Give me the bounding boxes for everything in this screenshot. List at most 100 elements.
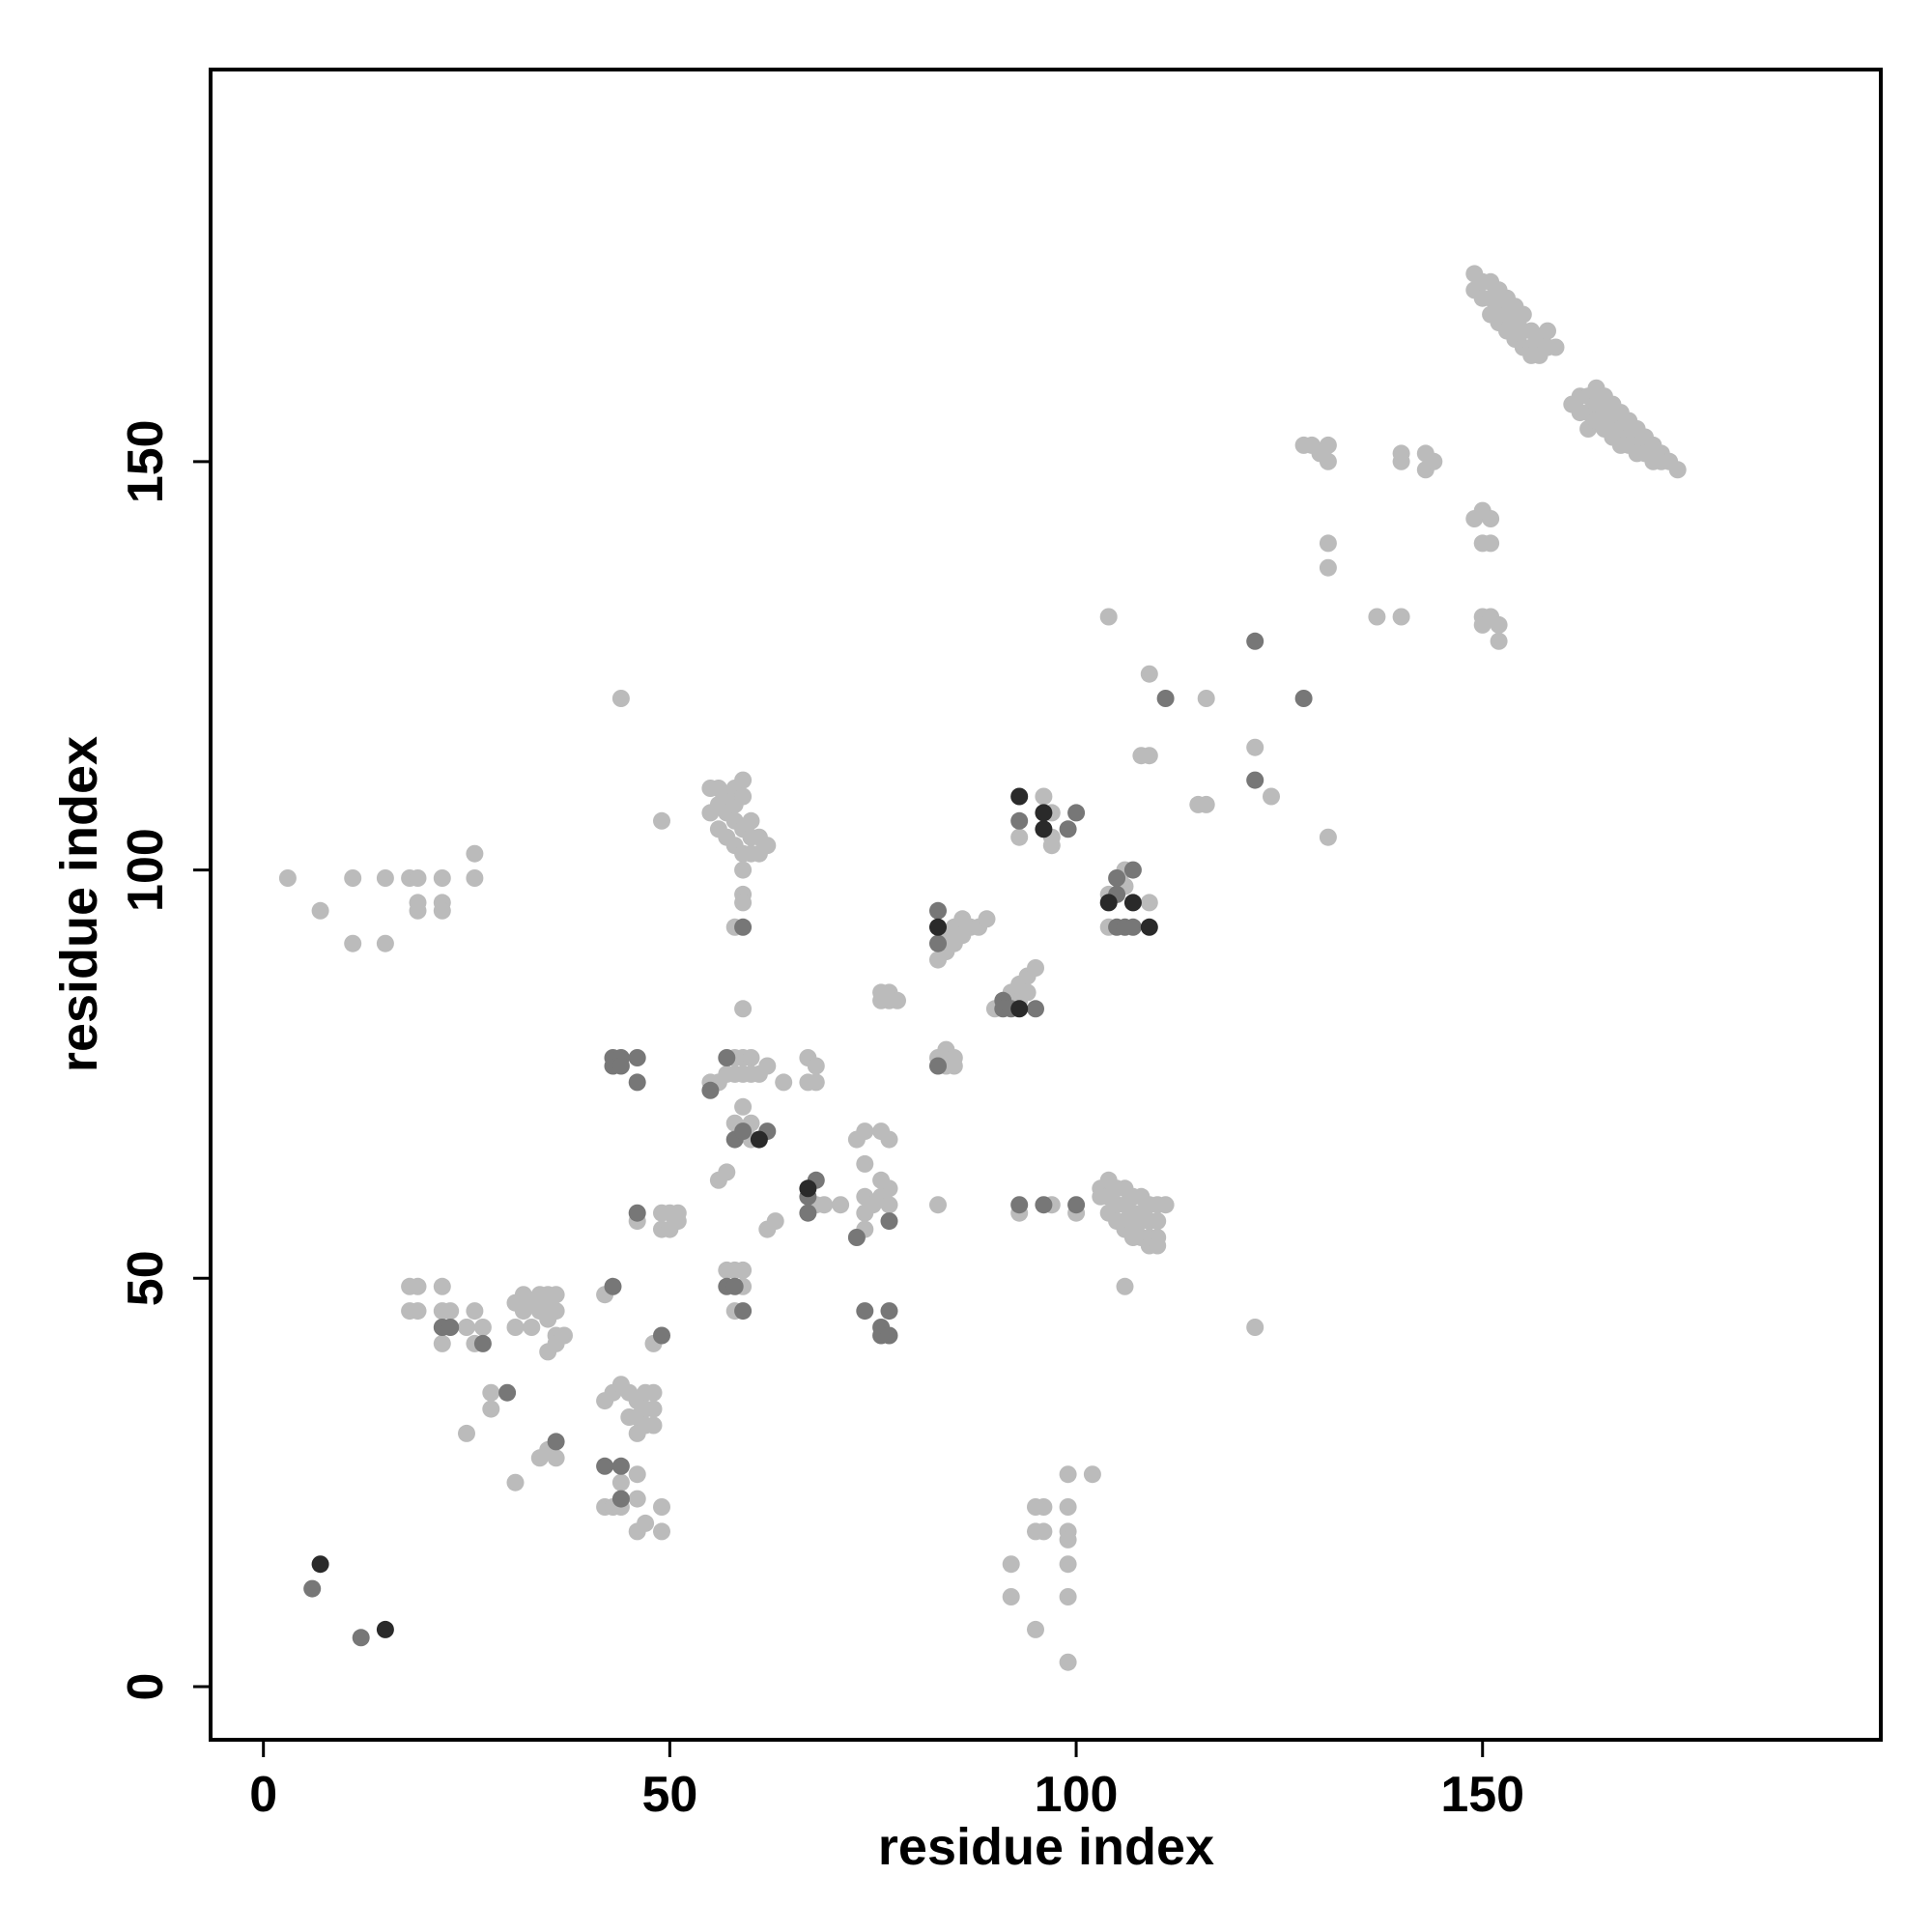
data-point xyxy=(344,934,362,952)
data-point xyxy=(978,910,996,928)
data-point xyxy=(458,1424,475,1442)
x-tick-label: 100 xyxy=(1035,1767,1119,1823)
data-point xyxy=(807,1073,825,1092)
data-point xyxy=(1149,1212,1167,1231)
data-point xyxy=(482,1383,500,1402)
data-point xyxy=(547,1302,565,1321)
data-point xyxy=(1368,608,1386,626)
data-point xyxy=(547,1433,565,1451)
data-point xyxy=(653,1522,670,1541)
data-point xyxy=(604,1277,622,1295)
data-point xyxy=(1018,983,1037,1002)
data-point xyxy=(1140,918,1158,936)
data-point xyxy=(1490,615,1508,634)
data-point xyxy=(1392,608,1410,626)
data-point xyxy=(1140,747,1158,765)
data-point xyxy=(653,811,670,830)
data-point xyxy=(376,869,394,887)
data-point xyxy=(880,1302,898,1321)
data-point xyxy=(611,1490,630,1508)
data-point xyxy=(799,1179,817,1198)
data-point xyxy=(644,1383,663,1402)
data-point xyxy=(1099,608,1118,626)
data-point xyxy=(637,1514,655,1532)
data-point xyxy=(1067,804,1086,822)
data-point xyxy=(1010,1196,1029,1214)
data-point xyxy=(734,1122,753,1141)
data-point xyxy=(409,869,427,887)
data-point xyxy=(734,771,753,789)
data-point xyxy=(344,869,362,887)
data-point xyxy=(1319,534,1337,553)
data-point xyxy=(628,1490,646,1508)
data-point xyxy=(1140,894,1158,912)
data-point xyxy=(1123,894,1142,912)
data-point xyxy=(847,1229,866,1246)
y-axis-title: residue index xyxy=(50,736,108,1072)
data-point xyxy=(1547,338,1565,356)
data-point xyxy=(856,1154,874,1173)
data-point xyxy=(734,861,753,879)
data-point xyxy=(352,1629,370,1647)
data-point xyxy=(653,1498,670,1516)
data-point xyxy=(409,1302,427,1321)
data-point xyxy=(547,1449,565,1467)
data-point xyxy=(856,1204,874,1222)
data-point xyxy=(644,1416,663,1435)
data-point xyxy=(945,1057,963,1075)
data-point xyxy=(1116,1277,1134,1295)
plot-frame xyxy=(209,68,1883,1742)
data-point xyxy=(1319,436,1337,454)
data-point xyxy=(1010,811,1029,830)
data-point xyxy=(433,1277,451,1295)
x-tick-label: 50 xyxy=(641,1767,697,1823)
data-point xyxy=(758,1057,777,1075)
data-point xyxy=(1482,510,1500,527)
data-point xyxy=(1010,1000,1029,1018)
data-point xyxy=(311,901,329,920)
data-point xyxy=(1059,820,1077,838)
data-point xyxy=(815,1196,834,1214)
data-point xyxy=(929,934,947,952)
data-point xyxy=(1010,828,1029,846)
data-point xyxy=(506,1473,525,1492)
x-tick-label: 150 xyxy=(1440,1767,1524,1823)
data-point xyxy=(1042,837,1061,855)
data-point xyxy=(596,1457,614,1475)
data-point xyxy=(628,1204,646,1222)
y-tick-label: 50 xyxy=(118,1250,174,1306)
data-point xyxy=(376,1620,394,1638)
data-point xyxy=(1099,894,1118,912)
data-point xyxy=(409,901,427,920)
data-point xyxy=(1294,690,1313,707)
data-point xyxy=(628,1073,646,1092)
data-point xyxy=(742,811,760,830)
data-point xyxy=(725,1277,744,1295)
data-point xyxy=(718,1049,736,1066)
x-axis-title: residue index xyxy=(878,1818,1214,1876)
data-point xyxy=(1156,1196,1175,1214)
data-point xyxy=(1246,738,1264,756)
data-point xyxy=(1197,690,1215,707)
data-point xyxy=(734,1000,753,1018)
data-point xyxy=(1059,1465,1077,1484)
data-point xyxy=(482,1400,500,1418)
data-point xyxy=(750,1130,768,1149)
data-point xyxy=(1035,1498,1053,1516)
data-point xyxy=(441,1319,460,1336)
data-point xyxy=(458,1319,475,1336)
data-point xyxy=(734,918,753,936)
data-point xyxy=(1035,1522,1053,1541)
data-point xyxy=(644,1400,663,1418)
data-point xyxy=(611,1457,630,1475)
data-point xyxy=(880,1196,898,1214)
data-point xyxy=(1514,305,1532,324)
data-point xyxy=(555,1326,573,1345)
data-point xyxy=(856,1122,874,1141)
data-point xyxy=(303,1579,322,1598)
data-point xyxy=(734,894,753,912)
data-point xyxy=(832,1196,850,1214)
data-point xyxy=(1668,461,1687,479)
data-point xyxy=(1197,795,1215,813)
